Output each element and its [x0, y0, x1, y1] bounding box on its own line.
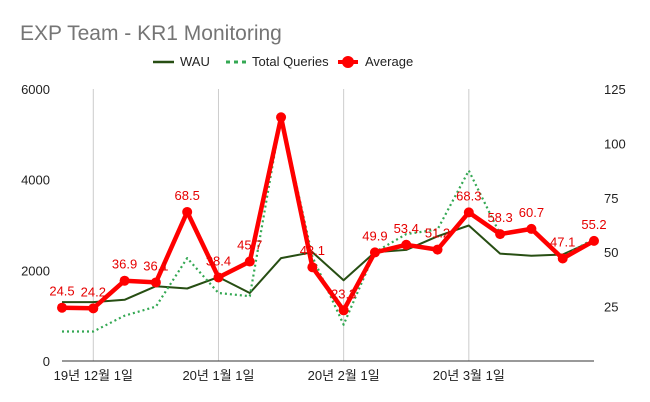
- y-left-tick-label: 0: [43, 354, 50, 369]
- y-right-tick-label: 25: [604, 300, 618, 315]
- average-point: [307, 262, 318, 273]
- legend-label-total-queries: Total Queries: [252, 54, 329, 69]
- average-point: [276, 112, 287, 123]
- legend-marker-average: [342, 56, 354, 68]
- legend-label-average: Average: [365, 54, 413, 69]
- average-data-label: 45.7: [237, 238, 262, 253]
- average-data-label: 43.1: [300, 243, 325, 258]
- x-tick-label: 20년 1월 1일: [182, 368, 254, 383]
- average-point: [495, 229, 506, 240]
- average-point: [526, 223, 537, 234]
- average-point: [557, 253, 568, 264]
- average-point: [182, 206, 193, 217]
- average-point: [369, 247, 380, 258]
- legend-label-wau: WAU: [180, 54, 210, 69]
- y-right-tick-label: 50: [604, 245, 618, 260]
- average-data-label: 36.1: [143, 258, 168, 273]
- series-line-wau: [62, 224, 595, 304]
- average-point: [401, 239, 412, 250]
- y-left-tick-label: 2000: [21, 263, 50, 278]
- average-data-label: 53.4: [394, 221, 419, 236]
- average-data-label: 24.2: [81, 284, 106, 299]
- average-data-label: 55.2: [581, 217, 606, 232]
- average-point: [119, 275, 130, 286]
- y-right-tick-label: 125: [604, 82, 626, 97]
- average-data-label: 68.3: [456, 188, 481, 203]
- average-point: [150, 277, 161, 288]
- average-data-label: 49.9: [362, 228, 387, 243]
- x-tick-label: 19년 12월 1일: [54, 368, 133, 383]
- average-data-label: 47.1: [550, 235, 575, 250]
- plot-area: [57, 112, 599, 333]
- average-point: [338, 305, 349, 316]
- average-point: [88, 303, 99, 314]
- data-labels: 24.5 24.2 36.9 36.1 68.5 38.4 45.7 43.1 23.3 49.9…: [49, 188, 606, 301]
- average-data-label: 36.9: [112, 257, 137, 272]
- average-data-label: 23.3: [331, 286, 356, 301]
- average-point: [463, 207, 474, 218]
- y-left-tick-label: 6000: [21, 82, 50, 97]
- series-line-total-queries: [62, 115, 595, 333]
- y-right-tick-label: 75: [604, 191, 618, 206]
- chart-title: EXP Team - KR1 Monitoring: [20, 22, 282, 45]
- axes: 0 2000 4000 6000 25 50 75 100 125 19년 12월 1일 20년 1…: [21, 82, 626, 383]
- series-line-average: [61, 115, 596, 313]
- average-point: [244, 256, 255, 267]
- average-data-label: 51.2: [425, 226, 450, 241]
- average-data-label: 24.5: [49, 284, 74, 299]
- legend: WAU Total Queries Average: [153, 54, 413, 69]
- y-right-tick-label: 100: [604, 136, 626, 151]
- average-point: [213, 272, 224, 283]
- average-data-label: 60.7: [519, 205, 544, 220]
- average-data-label: 68.5: [175, 188, 200, 203]
- x-tick-label: 20년 3월 1일: [433, 368, 505, 383]
- average-data-label: 58.3: [487, 210, 512, 225]
- average-point: [57, 302, 67, 313]
- average-point: [432, 244, 443, 255]
- average-point: [589, 235, 599, 246]
- average-data-label: 38.4: [206, 253, 231, 268]
- x-tick-label: 20년 2월 1일: [308, 368, 380, 383]
- y-left-tick-label: 4000: [21, 173, 50, 188]
